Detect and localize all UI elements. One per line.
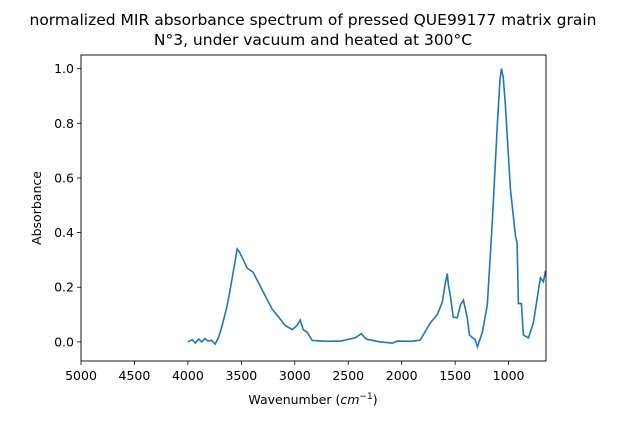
x-axis-ticks: 5000 4500 4000 3500 3000 2500 2000 1500 1000 xyxy=(65,361,525,383)
x-tick-label: 1500 xyxy=(439,368,471,383)
x-tick-label: 1000 xyxy=(493,368,525,383)
spectrum-line xyxy=(187,68,546,350)
x-tick-label: 3500 xyxy=(225,368,257,383)
chart-title-line-1: normalized MIR absorbance spectrum of pr… xyxy=(30,11,597,29)
y-tick-label: 0.0 xyxy=(54,334,74,349)
x-tick-label: 3000 xyxy=(279,368,311,383)
y-axis-ticks: 0.0 0.2 0.4 0.6 0.8 1.0 xyxy=(54,61,81,349)
x-tick-label: 5000 xyxy=(65,368,97,383)
y-axis-label: Absorbance xyxy=(29,171,44,245)
y-tick-label: 0.4 xyxy=(54,225,74,240)
y-tick-label: 0.2 xyxy=(54,280,74,295)
x-tick-label: 2500 xyxy=(332,368,364,383)
y-tick-label: 0.8 xyxy=(54,116,74,131)
chart-title-line-2: N°3, under vacuum and heated at 300°C xyxy=(154,31,472,49)
x-tick-label: 2000 xyxy=(386,368,418,383)
y-tick-label: 1.0 xyxy=(54,61,74,76)
plot-frame xyxy=(80,54,547,362)
x-tick-label: 4500 xyxy=(119,368,151,383)
x-tick-label: 4000 xyxy=(172,368,204,383)
y-tick-label: 0.6 xyxy=(54,170,74,185)
x-axis-label: Wavenumber (cm−1) xyxy=(248,392,377,407)
